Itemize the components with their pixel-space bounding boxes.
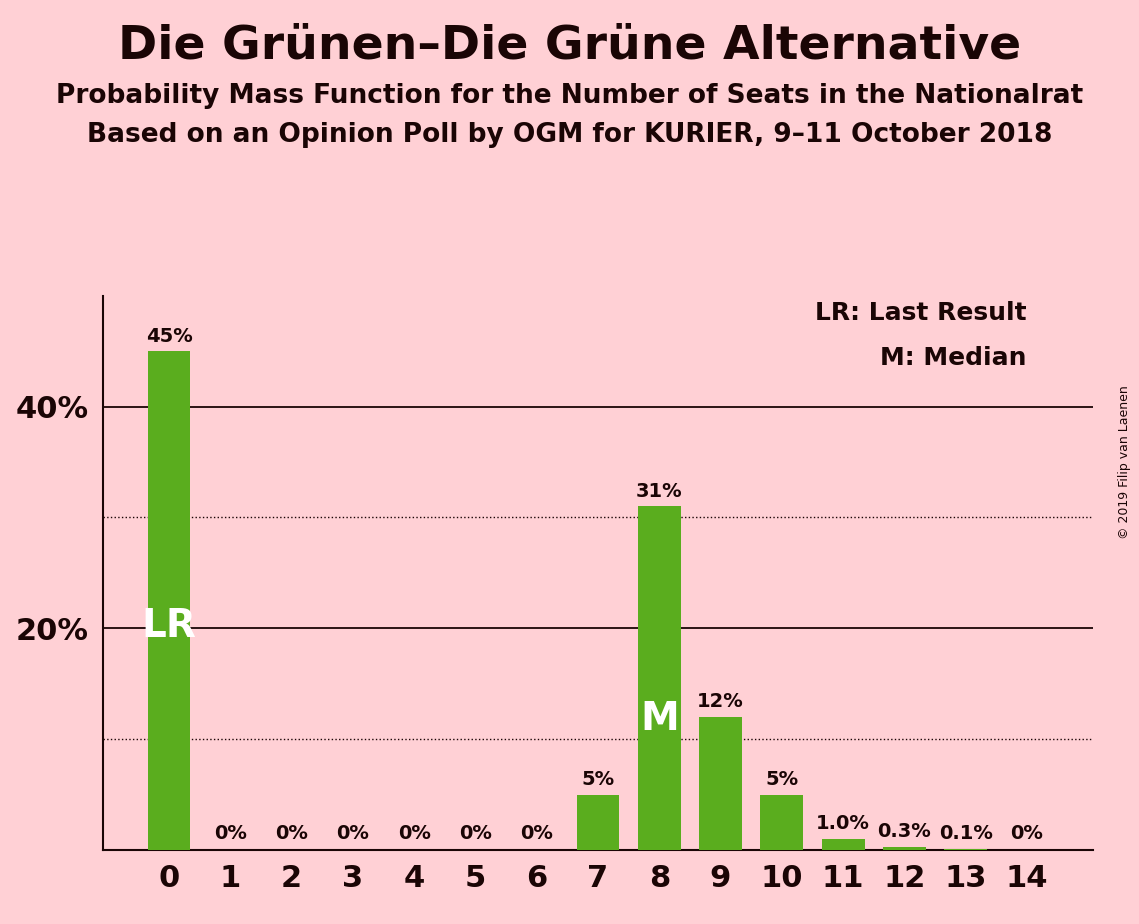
Text: Die Grünen–Die Grüne Alternative: Die Grünen–Die Grüne Alternative	[118, 23, 1021, 68]
Bar	[944, 849, 988, 850]
Text: Based on an Opinion Poll by OGM for KURIER, 9–11 October 2018: Based on an Opinion Poll by OGM for KURI…	[87, 122, 1052, 148]
Text: 0%: 0%	[214, 824, 247, 844]
Text: M: M	[640, 700, 679, 738]
Text: 0%: 0%	[336, 824, 369, 844]
Text: 0.1%: 0.1%	[939, 824, 992, 844]
Text: 5%: 5%	[765, 770, 798, 789]
Text: 45%: 45%	[146, 326, 192, 346]
Bar	[883, 846, 926, 850]
Text: 0%: 0%	[521, 824, 554, 844]
Bar	[821, 839, 865, 850]
Text: 12%: 12%	[697, 692, 744, 711]
Text: 1.0%: 1.0%	[817, 814, 870, 833]
Text: © 2019 Filip van Laenen: © 2019 Filip van Laenen	[1118, 385, 1131, 539]
Text: 31%: 31%	[636, 481, 682, 501]
Text: 0%: 0%	[459, 824, 492, 844]
Text: M: Median: M: Median	[880, 346, 1027, 370]
Bar	[148, 351, 190, 850]
Bar	[576, 795, 620, 850]
Text: 0%: 0%	[398, 824, 431, 844]
Text: 5%: 5%	[581, 770, 615, 789]
Text: 0.3%: 0.3%	[877, 822, 932, 841]
Bar	[761, 795, 803, 850]
Bar	[699, 717, 741, 850]
Text: Probability Mass Function for the Number of Seats in the Nationalrat: Probability Mass Function for the Number…	[56, 83, 1083, 109]
Text: 0%: 0%	[276, 824, 308, 844]
Text: LR: Last Result: LR: Last Result	[816, 301, 1027, 325]
Bar	[638, 506, 681, 850]
Text: LR: LR	[141, 606, 196, 645]
Text: 0%: 0%	[1010, 824, 1043, 844]
